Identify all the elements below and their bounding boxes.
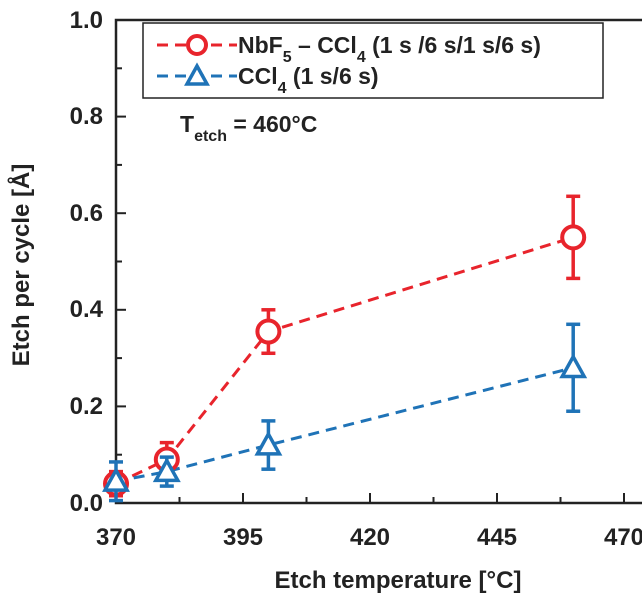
data-point-triangle [152, 457, 181, 483]
y-tick-label: 0.2 [70, 393, 103, 420]
y-tick-label: 0.6 [70, 200, 103, 227]
y-tick-label: 0.0 [70, 490, 103, 517]
data-point-circle [255, 318, 282, 345]
series-line-nbf5 [115, 235, 574, 486]
etch-temperature-annotation: Tetch = 460°C [180, 111, 317, 145]
annotation-subscript: etch [194, 128, 227, 145]
legend-label-ccl4: CCl4 (1 s/6 s) [238, 63, 379, 97]
legend-label-part: NbF [238, 32, 283, 58]
x-tick-label: 445 [477, 524, 517, 551]
annotation-rest: = 460°C [227, 111, 317, 137]
series-layer [102, 194, 588, 503]
x-tick-label: 370 [96, 524, 136, 551]
legend-label-part: (1 s /6 s/1 s/6 s) [366, 32, 541, 58]
legend-box [142, 22, 604, 99]
y-tick-labels: 0.0 0.2 0.4 0.6 0.8 1.0 [70, 7, 104, 517]
data-point-triangle [102, 466, 130, 492]
legend-entry-nbf5: NbF5 – CCl4 (1 s /6 s/1 s/6 s) [157, 32, 541, 66]
legend-label-subscript: 5 [283, 49, 292, 66]
y-axis-title: Etch per cycle [Å] [7, 164, 35, 367]
legend-label-subscript: 4 [357, 49, 366, 66]
x-tick-label: 470 [604, 524, 642, 551]
legend-entry-ccl4: CCl4 (1 s/6 s) [157, 62, 379, 97]
y-tick-label: 0.8 [70, 103, 103, 130]
x-tick-labels: 370 395 420 445 470 [96, 524, 642, 551]
legend-label-part: (1 s/6 s) [287, 63, 379, 89]
data-point-triangle [559, 353, 588, 379]
data-point-triangle [254, 430, 283, 456]
x-axis-title: Etch temperature [°C] [275, 567, 522, 594]
x-tick-label: 420 [350, 524, 390, 551]
legend-label-nbf5: NbF5 – CCl4 (1 s /6 s/1 s/6 s) [238, 32, 541, 66]
series-line-ccl4 [115, 366, 574, 483]
legend: NbF5 – CCl4 (1 s /6 s/1 s/6 s) CCl4 (1 s… [142, 22, 604, 99]
y-tick-label: 0.4 [70, 296, 104, 323]
legend-marker-circle-icon [186, 34, 208, 56]
data-point-circle [560, 224, 587, 251]
legend-label-subscript: 4 [278, 80, 287, 97]
legend-label-part: CCl [238, 63, 278, 89]
annotation-main: T [180, 111, 194, 137]
x-tick-label: 395 [223, 524, 263, 551]
legend-marker-triangle-icon [184, 62, 210, 86]
legend-label-part: – CCl [292, 32, 357, 58]
y-tick-label: 1.0 [70, 7, 103, 34]
